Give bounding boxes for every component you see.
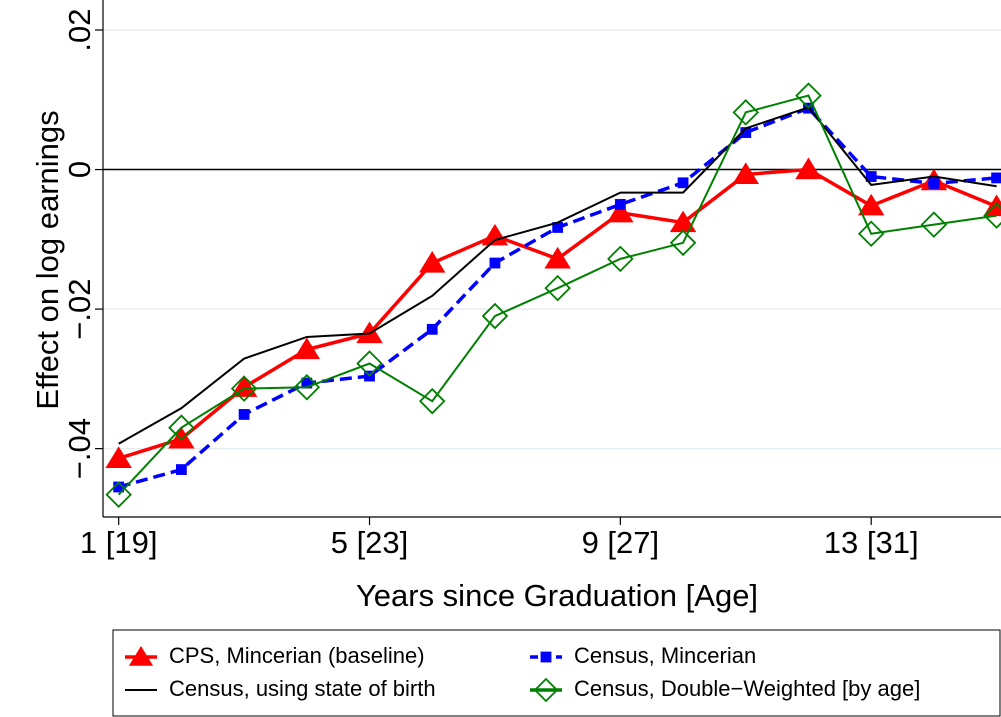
marker [489, 257, 501, 269]
marker [983, 202, 1001, 229]
marker [230, 375, 258, 397]
marker [128, 646, 154, 666]
legend-label: CPS, Mincerian (baseline) [169, 643, 425, 668]
marker [865, 171, 877, 182]
marker [238, 409, 250, 420]
marker [677, 177, 689, 189]
marker [293, 337, 321, 360]
series-line [117, 94, 997, 496]
marker [607, 245, 634, 273]
marker [920, 211, 948, 238]
marker [301, 377, 313, 389]
marker [230, 375, 258, 402]
marker [857, 220, 885, 248]
marker [795, 82, 822, 109]
x-tick-label: 9 [27] [582, 525, 660, 560]
marker [533, 677, 559, 703]
marker [991, 172, 1001, 184]
marker [175, 464, 187, 475]
marker [669, 229, 697, 257]
marker [544, 246, 571, 269]
legend-label: Census, Double−Weighted [by age] [574, 676, 920, 701]
marker [419, 251, 446, 273]
marker [105, 446, 132, 468]
y-tick-label: −.02 [62, 278, 97, 339]
x-tick-label: 13 [31] [824, 525, 919, 560]
marker [293, 373, 321, 401]
x-tick-label: 5 [23] [331, 525, 409, 560]
marker [113, 481, 125, 493]
legend-label: Census, using state of birth [169, 676, 436, 701]
y-tick-label: 0 [62, 161, 97, 178]
marker [552, 222, 564, 233]
marker [795, 157, 822, 180]
marker [418, 387, 446, 415]
marker [544, 274, 571, 302]
y-axis-title: Effect on log earnings [30, 110, 65, 409]
marker [356, 321, 383, 344]
marker [983, 194, 1001, 217]
legend-label: Census, Mincerian [574, 643, 756, 668]
marker [928, 178, 940, 189]
marker [168, 426, 195, 449]
x-tick-label: 1 [19] [80, 525, 158, 560]
marker [105, 481, 132, 508]
marker [540, 651, 552, 663]
marker [732, 162, 759, 185]
marker [481, 223, 509, 246]
legend-box [112, 629, 1001, 717]
y-tick-label: .02 [62, 8, 97, 51]
marker [740, 127, 752, 138]
y-tick-label: −.04 [62, 418, 97, 479]
marker [614, 199, 626, 210]
marker [426, 323, 438, 335]
marker [168, 414, 195, 441]
marker [481, 302, 509, 330]
series-line [118, 106, 997, 489]
plot-area [105, 82, 1001, 508]
marker [356, 350, 383, 377]
x-axis-title: Years since Graduation [Age] [356, 578, 758, 613]
series-line [118, 106, 997, 445]
marker [857, 193, 885, 216]
marker [607, 200, 634, 223]
marker [732, 99, 760, 126]
